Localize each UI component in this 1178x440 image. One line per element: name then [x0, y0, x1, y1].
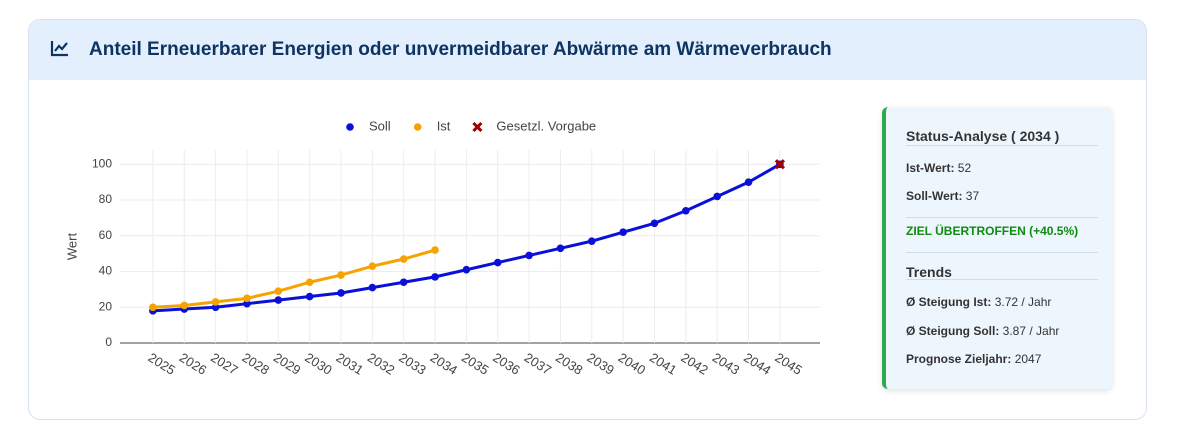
row-value: 3.72 / Jahr [994, 295, 1052, 309]
row-label: Prognose Zieljahr: [906, 352, 1012, 366]
marker [462, 265, 471, 274]
x-tick-label: 2028 [240, 350, 272, 378]
marker [337, 271, 345, 279]
trend-row: Prognose Zieljahr: 2047 [906, 352, 1041, 366]
marker [619, 228, 627, 237]
x-tick-label: 2037 [522, 350, 554, 378]
x-tick-label: 2026 [177, 350, 209, 378]
y-tick-label: 20 [99, 299, 113, 313]
marker-x [774, 159, 786, 170]
status-row: Soll-Wert: 37 [906, 189, 979, 203]
trend-row: Ø Steigung Soll: 3.87 / Jahr [906, 324, 1059, 338]
status-title: Status-Analyse ( 2034 ) [906, 128, 1060, 144]
legend-marker [472, 121, 483, 133]
x-tick-label: 2033 [396, 350, 428, 378]
x-tick-label: 2042 [678, 350, 710, 378]
x-tick-label: 2045 [772, 350, 804, 378]
row-value: 3.87 / Jahr [1002, 324, 1060, 338]
series-line [152, 248, 436, 309]
x-tick-label: 2043 [710, 350, 742, 378]
x-tick-label: 2027 [208, 350, 240, 378]
x-tick-label: 2030 [302, 350, 334, 378]
legend-label: Gesetzl. Vorgabe [496, 118, 596, 133]
status-panel: Status-Analyse ( 2034 ) Ist-Wert: 52 Sol… [882, 107, 1112, 389]
marker [682, 206, 690, 215]
legend-marker [346, 123, 354, 131]
y-tick-label: 80 [99, 192, 113, 206]
y-tick-label: 40 [99, 264, 113, 278]
status-result: ZIEL ÜBERTROFFEN (+40.5%) [906, 224, 1079, 238]
legend-marker [413, 123, 422, 131]
marker [713, 192, 721, 201]
legend-label: Soll [369, 118, 391, 133]
row-value: 2047 [1014, 352, 1042, 366]
card-header: Anteil Erneuerbarer Energien oder unverm… [29, 20, 1146, 80]
y-tick-label: 0 [105, 335, 112, 349]
x-tick-label: 2040 [616, 350, 648, 378]
trend-row: Ø Steigung Ist: 3.72 / Jahr [906, 295, 1051, 309]
x-tick-label: 2039 [584, 350, 616, 378]
marker [274, 287, 283, 295]
separator [906, 217, 1098, 218]
marker [650, 219, 659, 228]
x-tick-label: 2032 [365, 350, 397, 378]
x-tick-label: 2038 [553, 350, 585, 378]
marker [493, 258, 502, 267]
x-tick-label: 2034 [428, 350, 460, 378]
row-value: 37 [965, 189, 980, 203]
marker [243, 299, 251, 308]
marker [368, 283, 377, 292]
marker [525, 251, 533, 260]
separator [906, 145, 1098, 146]
trends-title: Trends [906, 264, 952, 280]
marker [337, 289, 345, 297]
marker [431, 246, 439, 254]
row-value: 52 [957, 161, 972, 175]
chart: 0204060801002025202620272028202920302031… [64, 118, 820, 378]
marker [274, 296, 283, 304]
marker [305, 278, 314, 287]
row-label: Ø Steigung Soll: [906, 324, 1000, 338]
marker [305, 292, 314, 301]
separator [906, 252, 1098, 253]
x-tick-label: 2044 [741, 350, 773, 378]
marker [180, 301, 189, 310]
marker [399, 278, 408, 287]
marker [587, 237, 596, 245]
y-axis-title: Wert [64, 233, 79, 261]
x-tick-label: 2029 [271, 350, 303, 378]
row-label: Ø Steigung Ist: [906, 295, 992, 309]
marker [399, 255, 408, 263]
y-tick-label: 100 [92, 156, 112, 170]
marker [556, 244, 565, 253]
y-tick-label: 60 [99, 228, 113, 242]
marker [774, 159, 786, 170]
card-title: Anteil Erneuerbarer Energien oder unverm… [89, 39, 832, 60]
x-tick-label: 2025 [146, 350, 178, 378]
marker [431, 273, 439, 281]
marker [368, 262, 377, 270]
marker [211, 303, 220, 312]
marker [744, 178, 753, 186]
separator [906, 279, 1098, 280]
chart-icon [50, 41, 68, 57]
status-row: Ist-Wert: 52 [906, 161, 971, 175]
marker [211, 298, 220, 306]
marker [149, 303, 157, 312]
marker [243, 294, 251, 303]
x-tick-label: 2036 [490, 350, 522, 378]
x-tick-label: 2041 [647, 350, 679, 378]
row-label: Soll-Wert: [906, 189, 963, 203]
legend-label: Ist [437, 118, 451, 133]
row-label: Ist-Wert: [906, 161, 955, 175]
x-tick-label: 2031 [334, 350, 366, 378]
x-tick-label: 2035 [459, 350, 491, 378]
